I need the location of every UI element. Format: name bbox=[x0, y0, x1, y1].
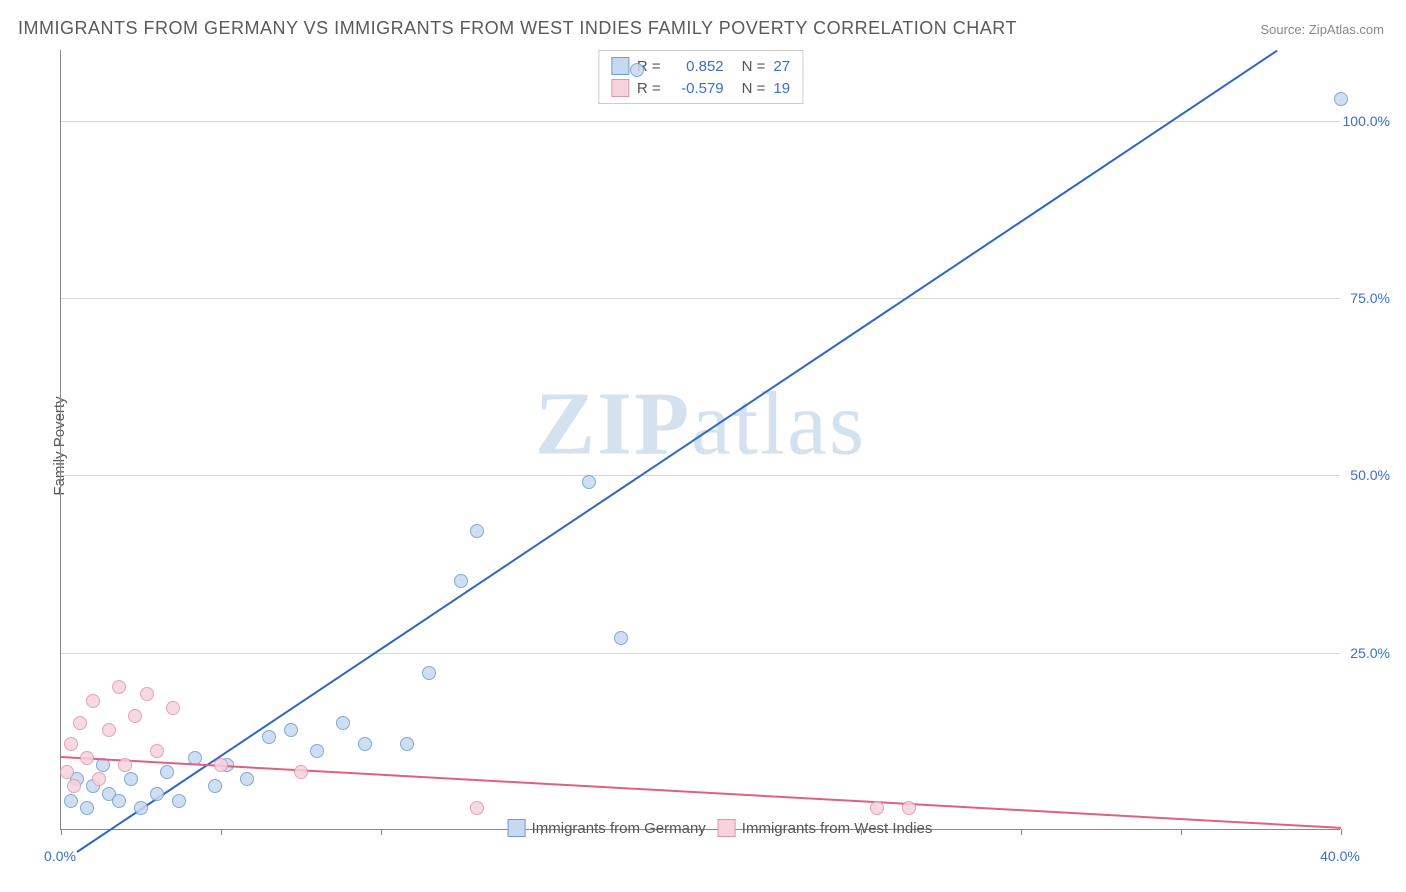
y-tick-label: 50.0% bbox=[1350, 467, 1390, 483]
x-tick bbox=[381, 829, 382, 835]
data-point bbox=[112, 680, 126, 694]
y-tick-label: 100.0% bbox=[1343, 113, 1390, 129]
plot-region: ZIPatlas R =0.852N =27R =-0.579N =19 25.… bbox=[60, 50, 1340, 830]
y-tick-label: 75.0% bbox=[1350, 290, 1390, 306]
data-point bbox=[358, 737, 372, 751]
data-point bbox=[150, 787, 164, 801]
data-point bbox=[64, 794, 78, 808]
data-point bbox=[112, 794, 126, 808]
data-point bbox=[134, 801, 148, 815]
data-point bbox=[336, 716, 350, 730]
data-point bbox=[630, 63, 644, 77]
legend-row: R = -0.579 N = 19 bbox=[611, 77, 790, 99]
x-tick bbox=[221, 829, 222, 835]
legend-label: Immigrants from Germany bbox=[532, 820, 706, 837]
n-label: N = bbox=[742, 80, 766, 97]
data-point bbox=[262, 730, 276, 744]
correlation-legend: R = 0.852 N = 27 R = -0.579 N = 19 bbox=[598, 50, 803, 104]
r-value: -0.579 bbox=[669, 80, 724, 97]
data-point bbox=[92, 772, 106, 786]
data-point bbox=[102, 723, 116, 737]
data-point bbox=[64, 737, 78, 751]
data-point bbox=[124, 772, 138, 786]
data-point bbox=[470, 801, 484, 815]
x-tick-label: 40.0% bbox=[1320, 848, 1360, 864]
n-value: 19 bbox=[773, 80, 790, 97]
x-tick-label: 0.0% bbox=[44, 848, 76, 864]
gridline bbox=[61, 121, 1340, 122]
data-point bbox=[240, 772, 254, 786]
data-point bbox=[86, 694, 100, 708]
x-tick bbox=[1181, 829, 1182, 835]
legend-swatch bbox=[611, 57, 629, 75]
n-label: N = bbox=[742, 58, 766, 75]
data-point bbox=[400, 737, 414, 751]
r-value: 0.852 bbox=[669, 58, 724, 75]
data-point bbox=[73, 716, 87, 730]
x-tick bbox=[1021, 829, 1022, 835]
chart-title: IMMIGRANTS FROM GERMANY VS IMMIGRANTS FR… bbox=[18, 18, 1017, 39]
data-point bbox=[294, 765, 308, 779]
data-point bbox=[1334, 92, 1348, 106]
data-point bbox=[128, 709, 142, 723]
data-point bbox=[67, 779, 81, 793]
data-point bbox=[470, 524, 484, 538]
trend-line bbox=[76, 50, 1277, 853]
legend-item: Immigrants from Germany bbox=[508, 819, 706, 837]
source-attribution: Source: ZipAtlas.com bbox=[1260, 22, 1384, 37]
data-point bbox=[166, 701, 180, 715]
series-legend: Immigrants from Germany Immigrants from W… bbox=[508, 819, 933, 837]
data-point bbox=[454, 574, 468, 588]
data-point bbox=[214, 758, 228, 772]
data-point bbox=[140, 687, 154, 701]
gridline bbox=[61, 653, 1340, 654]
data-point bbox=[172, 794, 186, 808]
legend-label: Immigrants from West Indies bbox=[742, 820, 933, 837]
data-point bbox=[422, 666, 436, 680]
data-point bbox=[870, 801, 884, 815]
data-point bbox=[60, 765, 74, 779]
source-value: ZipAtlas.com bbox=[1309, 22, 1384, 37]
x-tick bbox=[61, 829, 62, 835]
data-point bbox=[310, 744, 324, 758]
data-point bbox=[284, 723, 298, 737]
x-tick bbox=[1341, 829, 1342, 835]
data-point bbox=[118, 758, 132, 772]
data-point bbox=[208, 779, 222, 793]
data-point bbox=[582, 475, 596, 489]
data-point bbox=[160, 765, 174, 779]
gridline bbox=[61, 298, 1340, 299]
data-point bbox=[80, 801, 94, 815]
data-point bbox=[80, 751, 94, 765]
gridline bbox=[61, 475, 1340, 476]
legend-item: Immigrants from West Indies bbox=[718, 819, 933, 837]
n-value: 27 bbox=[773, 58, 790, 75]
y-tick-label: 25.0% bbox=[1350, 645, 1390, 661]
legend-swatch bbox=[718, 819, 736, 837]
data-point bbox=[150, 744, 164, 758]
legend-swatch bbox=[611, 79, 629, 97]
source-label: Source: bbox=[1260, 22, 1308, 37]
chart-area: ZIPatlas R = 0.852 N = 27 R = -0.579 N = 19 25.… bbox=[50, 50, 1390, 840]
data-point bbox=[902, 801, 916, 815]
watermark: ZIPatlas bbox=[535, 372, 866, 475]
legend-swatch bbox=[508, 819, 526, 837]
r-label: R = bbox=[637, 80, 661, 97]
data-point bbox=[614, 631, 628, 645]
trend-line bbox=[61, 756, 1341, 829]
